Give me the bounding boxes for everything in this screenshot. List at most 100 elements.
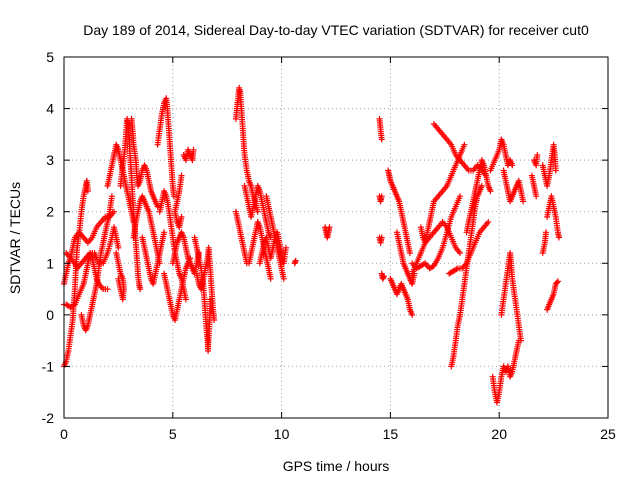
series-t05	[104, 141, 137, 225]
y-tick-label: 3	[46, 152, 54, 168]
series-t35	[409, 219, 463, 277]
series-t31	[387, 275, 416, 318]
data-point	[552, 167, 559, 174]
series-t19	[232, 84, 261, 215]
y-tick-label: 2	[46, 204, 54, 220]
data-point	[553, 279, 560, 286]
series-t26	[376, 115, 385, 143]
series-t44	[528, 172, 540, 200]
data-point	[485, 219, 492, 225]
x-tick-label: 10	[274, 426, 290, 442]
data-point	[182, 296, 189, 303]
series-t04	[78, 193, 115, 334]
data-point	[104, 286, 111, 293]
data-point	[84, 188, 91, 195]
series-t32	[393, 229, 418, 287]
data-point	[409, 311, 416, 318]
series-t06	[113, 250, 127, 303]
data-point	[292, 257, 299, 264]
series-t11	[154, 95, 177, 200]
data-point	[280, 275, 287, 282]
data-point	[543, 229, 549, 236]
series-t18	[193, 244, 218, 323]
series-t39	[463, 157, 494, 236]
y-tick-label: 1	[46, 255, 54, 271]
series-t13	[161, 255, 194, 323]
series-t49	[539, 229, 549, 256]
data-point	[556, 234, 562, 241]
series-t45	[531, 152, 541, 169]
data-point	[380, 273, 387, 280]
series-t28	[376, 234, 385, 246]
chart-title: Day 189 of 2014, Sidereal Day-to-day VTE…	[83, 22, 589, 38]
series-t27	[376, 193, 385, 205]
data-point	[190, 146, 197, 153]
y-axis-label: SDTVAR / TECUs	[7, 182, 23, 294]
data-point	[170, 193, 177, 200]
data-point	[378, 234, 385, 241]
data-point	[283, 244, 289, 251]
series-t08	[128, 115, 161, 210]
data-point	[254, 208, 261, 215]
x-tick-label: 25	[600, 426, 616, 442]
series-t38	[448, 182, 485, 370]
y-tick-label: 4	[46, 101, 54, 117]
series-t33	[409, 193, 463, 272]
x-tick-label: 15	[383, 426, 399, 442]
data-point	[407, 250, 413, 256]
series-t47	[544, 193, 562, 241]
data-point	[154, 203, 161, 210]
series-t40	[487, 136, 516, 174]
data-point	[509, 162, 516, 169]
series-t14	[169, 229, 202, 277]
series-t10	[139, 229, 168, 287]
data-point	[326, 224, 333, 231]
series-t41	[489, 337, 522, 406]
data-point	[478, 182, 485, 189]
y-tick-label: -2	[42, 410, 55, 426]
x-tick-label: 20	[491, 426, 507, 442]
series-t01	[61, 208, 117, 287]
y-tick-label: -1	[42, 358, 55, 374]
data-point	[457, 250, 463, 256]
series-t42	[498, 250, 524, 344]
grid	[64, 57, 608, 418]
series-t43	[500, 167, 527, 205]
data-point	[267, 275, 274, 282]
data-point	[161, 229, 168, 236]
series-t16	[180, 146, 197, 164]
x-axis-label: GPS time / hours	[283, 458, 390, 474]
series-t29	[378, 270, 387, 282]
data-point	[178, 213, 185, 220]
plot-frame	[63, 56, 609, 419]
series-t23	[263, 193, 287, 282]
axis-ticks: -2 -1 0 1 2 3 4 5 0 5 10 15 20 25	[42, 49, 616, 442]
data-point	[555, 278, 561, 285]
x-tick-label: 0	[60, 426, 68, 442]
series-t30	[385, 167, 413, 256]
series-t21	[241, 182, 274, 241]
data-point	[520, 198, 527, 205]
data-point	[378, 136, 385, 143]
series-t15	[172, 172, 185, 231]
data-point	[461, 141, 468, 148]
data-point	[115, 275, 122, 282]
series-t24	[291, 257, 299, 267]
data-point	[533, 193, 540, 200]
data-point	[534, 152, 541, 158]
data-point	[457, 193, 463, 200]
series-t25	[322, 224, 333, 241]
data-points	[61, 84, 562, 406]
series-t46	[539, 141, 559, 189]
series-t48	[544, 278, 561, 313]
data-point	[211, 317, 218, 323]
data-point	[487, 188, 494, 195]
data-point	[518, 337, 524, 344]
data-point	[108, 193, 115, 200]
x-tick-label: 5	[169, 426, 177, 442]
data-point	[378, 193, 385, 200]
y-tick-label: 0	[46, 307, 54, 323]
y-tick-label: 5	[46, 49, 54, 65]
data-point	[137, 286, 144, 293]
